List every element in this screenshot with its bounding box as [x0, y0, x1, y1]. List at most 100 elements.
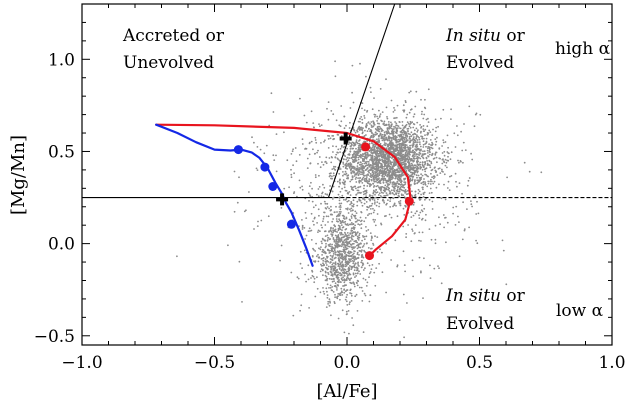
- scatter-point: [446, 134, 449, 137]
- scatter-point: [338, 185, 340, 188]
- scatter-point: [425, 137, 428, 140]
- scatter-point: [397, 143, 400, 146]
- scatter-point: [396, 174, 399, 177]
- x-tick-label: 0.5: [466, 353, 493, 373]
- scatter-point: [321, 226, 323, 229]
- scatter-point: [393, 107, 395, 109]
- scatter-point: [358, 286, 361, 289]
- scatter-point: [444, 141, 447, 143]
- scatter-point: [433, 267, 436, 270]
- scatter-point: [394, 153, 397, 155]
- scatter-point: [360, 211, 362, 213]
- scatter-point: [398, 202, 401, 205]
- scatter-point: [355, 181, 358, 183]
- scatter-point: [449, 175, 451, 178]
- scatter-point: [452, 212, 454, 215]
- scatter-point: [320, 246, 322, 249]
- scatter-point: [443, 183, 445, 186]
- scatter-point: [253, 228, 255, 230]
- scatter-point: [331, 275, 334, 277]
- scatter-point: [375, 166, 378, 169]
- scatter-point: [344, 255, 346, 258]
- scatter-point: [333, 278, 335, 280]
- scatter-point: [360, 227, 363, 230]
- scatter-point: [331, 280, 334, 283]
- scatter-point: [362, 155, 364, 158]
- scatter-point: [373, 180, 376, 183]
- scatter-point: [363, 238, 366, 241]
- scatter-point: [411, 230, 414, 232]
- scatter-point: [317, 231, 319, 234]
- scatter-point: [379, 165, 382, 168]
- scatter-point: [312, 206, 315, 209]
- scatter-point: [373, 135, 375, 138]
- scatter-point: [394, 174, 397, 177]
- scatter-point: [419, 149, 421, 152]
- scatter-point: [349, 208, 351, 211]
- scatter-point: [326, 290, 328, 293]
- scatter-point: [330, 271, 333, 274]
- scatter-point: [429, 183, 432, 185]
- scatter-point: [416, 134, 418, 137]
- scatter-point: [354, 246, 356, 248]
- scatter-point: [383, 133, 386, 136]
- scatter-point: [393, 193, 396, 196]
- scatter-point: [394, 135, 397, 137]
- scatter-point: [310, 212, 313, 215]
- scatter-point: [430, 172, 432, 175]
- scatter-point: [352, 209, 354, 212]
- scatter-point: [341, 220, 344, 223]
- scatter-point: [395, 141, 398, 144]
- scatter-point: [320, 202, 322, 205]
- scatter-point: [320, 124, 323, 126]
- scatter-point: [356, 150, 359, 153]
- scatter-point: [417, 129, 419, 132]
- scatter-point: [439, 172, 442, 175]
- scatter-point: [398, 176, 401, 179]
- scatter-point: [425, 167, 428, 170]
- scatter-point: [352, 262, 355, 265]
- scatter-point: [356, 235, 359, 238]
- scatter-point: [380, 196, 383, 199]
- scatter-point: [471, 205, 473, 208]
- scatter-point: [364, 267, 366, 270]
- scatter-point: [353, 144, 355, 147]
- scatter-point: [320, 263, 322, 266]
- scatter-point: [341, 294, 344, 296]
- scatter-point: [338, 218, 340, 221]
- scatter-point: [329, 245, 332, 248]
- scatter-point: [346, 160, 349, 163]
- scatter-point: [353, 175, 356, 177]
- scatter-point: [339, 281, 341, 283]
- scatter-point: [424, 128, 427, 131]
- scatter-point: [428, 147, 431, 150]
- scatter-point: [362, 256, 365, 259]
- scatter-point: [356, 172, 358, 174]
- scatter-point: [468, 226, 470, 229]
- scatter-point: [408, 111, 411, 114]
- scatter-point: [395, 136, 397, 139]
- scatter-point: [398, 179, 401, 182]
- scatter-point: [388, 125, 391, 128]
- scatter-point: [392, 205, 394, 208]
- scatter-point: [354, 156, 357, 159]
- scatter-point: [410, 240, 413, 243]
- scatter-point: [400, 185, 403, 188]
- scatter-point: [354, 178, 357, 180]
- scatter-point: [392, 133, 395, 135]
- scatter-point: [404, 136, 407, 139]
- scatter-point: [358, 232, 361, 235]
- scatter-point: [374, 219, 376, 221]
- scatter-point: [411, 175, 413, 178]
- scatter-point: [337, 193, 340, 196]
- scatter-point: [408, 137, 411, 140]
- scatter-point: [372, 189, 375, 192]
- scatter-point: [364, 129, 366, 132]
- scatter-point: [357, 186, 360, 189]
- scatter-point: [360, 223, 363, 226]
- scatter-point: [365, 226, 367, 228]
- scatter-point: [356, 128, 359, 131]
- scatter-point: [351, 317, 353, 319]
- scatter-point: [350, 169, 352, 172]
- scatter-point: [353, 161, 355, 164]
